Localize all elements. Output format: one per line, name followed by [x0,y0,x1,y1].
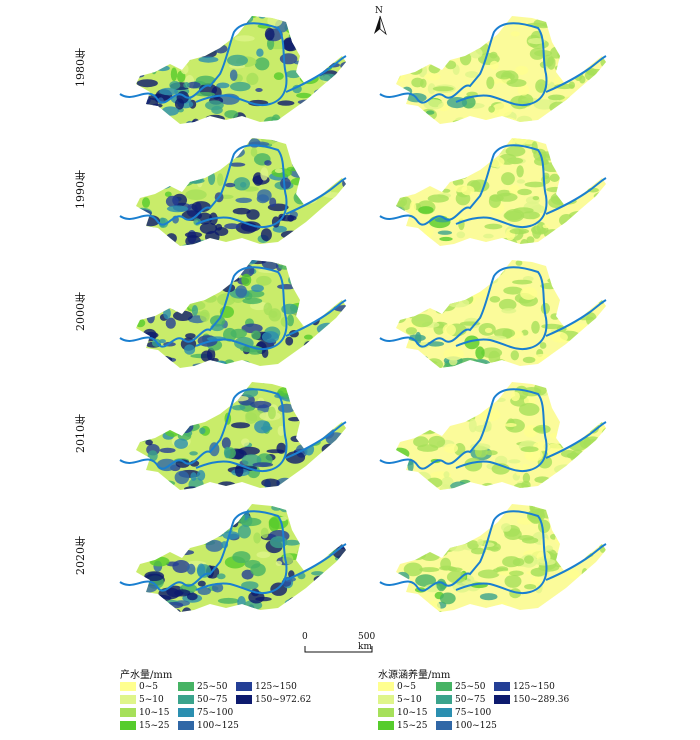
legend-swatch [178,695,194,704]
legend-label: 100~125 [455,721,497,731]
water-yield-map-2000 [110,256,350,378]
legend-swatch [120,708,136,717]
legend-swatch [236,682,252,691]
legend-label: 125~150 [255,682,297,692]
legend-item: 75~100 [178,708,233,720]
water-yield-map-2020 [110,500,350,622]
year-label-2020: 2020年 [74,536,87,576]
water-yield-map-1990 [110,134,350,256]
water-conservation-map-1990 [370,134,610,256]
legend-item: 100~125 [178,721,239,733]
legend-item: 75~100 [436,708,491,720]
legend-item: 5~10 [120,695,164,707]
legend-label: 15~25 [397,721,428,731]
legend-swatch [494,682,510,691]
legend-swatch [436,695,452,704]
legend-title: 产水量/mm [120,670,173,681]
legend-item: 10~15 [378,708,427,720]
scale-end-label: 500 km [358,632,376,652]
north-label: N [375,6,383,16]
legend-swatch [378,721,394,730]
legend-item: 150~289.36 [494,695,569,707]
legend-item: 50~75 [178,695,227,707]
legend-label: 0~5 [397,682,416,692]
legend-label: 75~100 [455,708,492,718]
legend-label: 50~75 [455,695,486,705]
water-conservation-map-2000 [370,256,610,378]
year-label-2010: 2010年 [74,414,87,454]
legend-item: 50~75 [436,695,485,707]
legend-item: 25~50 [436,682,485,694]
legend-label: 10~15 [397,708,428,718]
legend-label: 10~15 [139,708,170,718]
legend-label: 15~25 [139,721,170,731]
legend-label: 125~150 [513,682,555,692]
legend-item: 100~125 [436,721,497,733]
legend-item: 125~150 [236,682,297,694]
legend-item: 10~15 [120,708,169,720]
legend-swatch [120,682,136,691]
legend-title: 水源涵养量/mm [378,670,451,681]
legend-swatch [494,695,510,704]
legend-water-yield: 产水量/mm 0~5 5~10 10~15 15~25 25~50 50~75 75~100… [120,666,420,736]
legend-swatch [378,695,394,704]
legend-item: 0~5 [120,682,158,694]
year-label-1990: 1990年 [74,170,87,210]
north-arrow-icon [374,15,387,36]
water-yield-map-2010 [110,378,350,500]
water-conservation-map-2020 [370,500,610,622]
legend-swatch [436,721,452,730]
legend-item: 15~25 [120,721,169,733]
legend-label: 50~75 [197,695,228,705]
year-label-1980: 1980年 [74,48,87,88]
legend-label: 5~10 [397,695,422,705]
water-conservation-map-1980 [370,12,610,134]
legend-swatch [236,695,252,704]
legend-swatch [436,682,452,691]
legend-label: 25~50 [455,682,486,692]
scale-bar: 0 500 km [300,632,390,656]
legend-item: 150~972.62 [236,695,311,707]
legend-swatch [120,695,136,704]
legend-label: 0~5 [139,682,158,692]
legend-item: 5~10 [378,695,422,707]
legend-label: 5~10 [139,695,164,705]
year-label-2000: 2000年 [74,292,87,332]
legend-swatch [178,721,194,730]
legend-label: 25~50 [197,682,228,692]
legend-water-conservation: 水源涵养量/mm 0~5 5~10 10~15 15~25 25~50 50~75 75~1… [378,666,678,736]
legend-swatch [178,708,194,717]
legend-label: 100~125 [197,721,239,731]
legend-label: 75~100 [197,708,234,718]
legend-label: 150~289.36 [513,695,570,705]
legend-swatch [436,708,452,717]
legend-item: 15~25 [378,721,427,733]
legend-swatch [178,682,194,691]
legend-item: 25~50 [178,682,227,694]
water-conservation-map-2010 [370,378,610,500]
legend-item: 0~5 [378,682,416,694]
legend-swatch [120,721,136,730]
legend-swatch [378,708,394,717]
water-yield-map-1980 [110,12,350,134]
legend-label: 150~972.62 [255,695,312,705]
legend-item: 125~150 [494,682,555,694]
scale-start-label: 0 [302,632,308,642]
legend-swatch [378,682,394,691]
north-arrow: N [370,6,390,36]
